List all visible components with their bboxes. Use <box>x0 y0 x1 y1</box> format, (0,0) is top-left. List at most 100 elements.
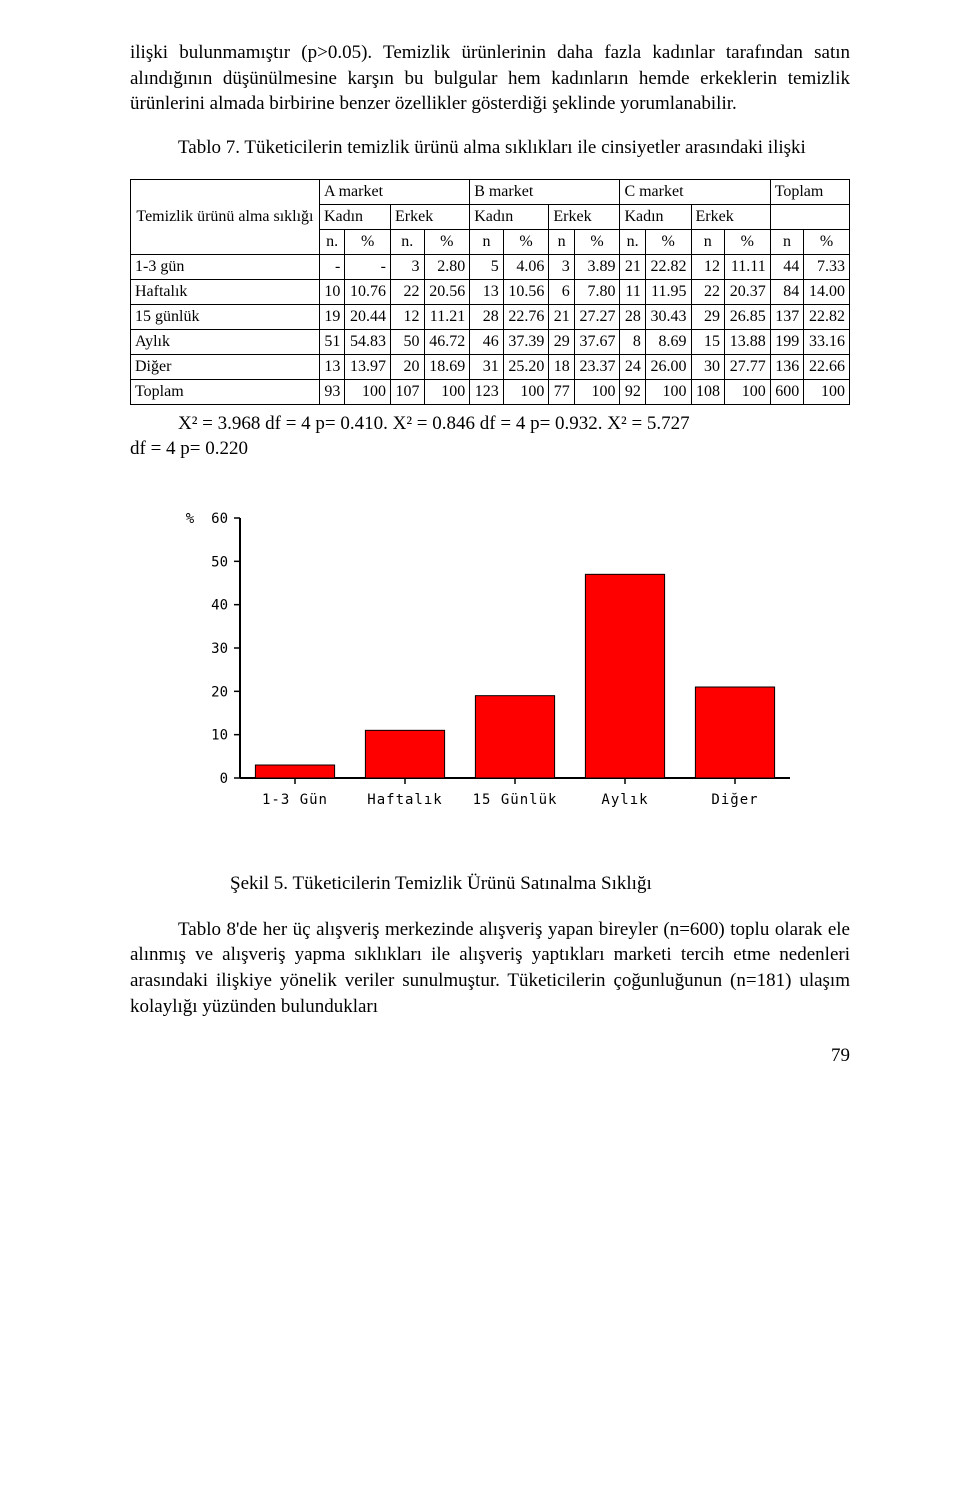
market-a-header: A market <box>319 179 469 204</box>
cell: 92 <box>620 379 645 404</box>
gender-5: Erkek <box>691 204 770 229</box>
cell: 10 <box>319 279 344 304</box>
sub-13: % <box>804 229 850 254</box>
cell: 22 <box>391 279 425 304</box>
sub-5: % <box>503 229 549 254</box>
sub-10: n <box>691 229 725 254</box>
table-row: Diğer1313.972018.693125.201823.372426.00… <box>131 354 850 379</box>
cell: 31 <box>470 354 504 379</box>
bar-chart-svg: 0102030405060%1-3 GünHaftalık15 GünlükAy… <box>170 508 810 828</box>
sub-0: n. <box>319 229 344 254</box>
gender-2: Kadın <box>470 204 549 229</box>
gender-blank <box>770 204 849 229</box>
cell: 8 <box>620 329 645 354</box>
cell: - <box>345 254 391 279</box>
sub-9: % <box>645 229 691 254</box>
svg-text:Aylık: Aylık <box>601 792 648 808</box>
row-label: 15 günlük <box>131 304 320 329</box>
cell: 77 <box>549 379 574 404</box>
svg-text:30: 30 <box>211 641 228 657</box>
svg-text:60: 60 <box>211 511 228 527</box>
cell: 37.39 <box>503 329 549 354</box>
cell: 28 <box>470 304 504 329</box>
sub-4: n <box>470 229 504 254</box>
cell: 8.69 <box>645 329 691 354</box>
frequency-table: Temizlik ürünü alma sıklığı A market B m… <box>130 179 850 405</box>
cell: 84 <box>770 279 804 304</box>
market-c-header: C market <box>620 179 770 204</box>
cell: 37.67 <box>574 329 620 354</box>
sub-2: n. <box>391 229 425 254</box>
table-row: 1-3 gün--32.8054.0633.892122.821211.1144… <box>131 254 850 279</box>
cell: 93 <box>319 379 344 404</box>
cell: 12 <box>391 304 425 329</box>
cell: 24 <box>620 354 645 379</box>
cell: 136 <box>770 354 804 379</box>
table-corner: Temizlik ürünü alma sıklığı <box>131 179 320 254</box>
gender-0: Kadın <box>319 204 390 229</box>
cell: 4.06 <box>503 254 549 279</box>
gender-4: Kadın <box>620 204 691 229</box>
cell: 27.27 <box>574 304 620 329</box>
table-row: Aylık5154.835046.724637.392937.6788.6915… <box>131 329 850 354</box>
cell: 23.37 <box>574 354 620 379</box>
cell: 10.76 <box>345 279 391 304</box>
svg-text:0: 0 <box>220 771 228 787</box>
cell: 20.37 <box>725 279 771 304</box>
cell: 11.95 <box>645 279 691 304</box>
sub-7: % <box>574 229 620 254</box>
svg-text:Haftalık: Haftalık <box>367 792 442 808</box>
cell: 18.69 <box>424 354 470 379</box>
row-label: Toplam <box>131 379 320 404</box>
cell: 22 <box>691 279 725 304</box>
intro-paragraph: ilişki bulunmamıştır (p>0.05). Temizlik … <box>130 40 850 117</box>
cell: 25.20 <box>503 354 549 379</box>
gender-3: Erkek <box>549 204 620 229</box>
cell: 123 <box>470 379 504 404</box>
cell: 20.44 <box>345 304 391 329</box>
cell: 2.80 <box>424 254 470 279</box>
svg-text:20: 20 <box>211 684 228 700</box>
gender-1: Erkek <box>391 204 470 229</box>
svg-text:Diğer: Diğer <box>711 792 758 808</box>
cell: 22.82 <box>645 254 691 279</box>
table-row: 15 günlük1920.441211.212822.762127.27283… <box>131 304 850 329</box>
cell: 13 <box>470 279 504 304</box>
cell: 100 <box>645 379 691 404</box>
sub-6: n <box>549 229 574 254</box>
cell: 6 <box>549 279 574 304</box>
sub-12: n <box>770 229 804 254</box>
cell: 11.11 <box>725 254 771 279</box>
cell: 10.56 <box>503 279 549 304</box>
cell: 13 <box>319 354 344 379</box>
cell: 7.33 <box>804 254 850 279</box>
row-label: Haftalık <box>131 279 320 304</box>
cell: 15 <box>691 329 725 354</box>
figure-caption: Şekil 5. Tüketicilerin Temizlik Ürünü Sa… <box>230 873 850 895</box>
cell: 46.72 <box>424 329 470 354</box>
cell: 19 <box>319 304 344 329</box>
cell: 29 <box>691 304 725 329</box>
cell: 20 <box>391 354 425 379</box>
cell: 54.83 <box>345 329 391 354</box>
cell: 7.80 <box>574 279 620 304</box>
cell: 3 <box>549 254 574 279</box>
chi-square-text: X² = 3.968 df = 4 p= 0.410. X² = 0.846 d… <box>130 411 850 462</box>
cell: 108 <box>691 379 725 404</box>
cell: 100 <box>804 379 850 404</box>
cell: 50 <box>391 329 425 354</box>
cell: 11.21 <box>424 304 470 329</box>
table-title: Tablo 7. Tüketicilerin temizlik ürünü al… <box>130 135 850 161</box>
table-row: Toplam9310010710012310077100921001081006… <box>131 379 850 404</box>
sub-11: % <box>725 229 771 254</box>
cell: - <box>319 254 344 279</box>
cell: 13.97 <box>345 354 391 379</box>
outro-paragraph: Tablo 8'de her üç alışveriş merkezinde a… <box>130 917 850 1020</box>
cell: 33.16 <box>804 329 850 354</box>
table-body: 1-3 gün--32.8054.0633.892122.821211.1144… <box>131 254 850 404</box>
cell: 26.85 <box>725 304 771 329</box>
cell: 18 <box>549 354 574 379</box>
svg-text:50: 50 <box>211 554 228 570</box>
market-b-header: B market <box>470 179 620 204</box>
toplam-header: Toplam <box>770 179 849 204</box>
